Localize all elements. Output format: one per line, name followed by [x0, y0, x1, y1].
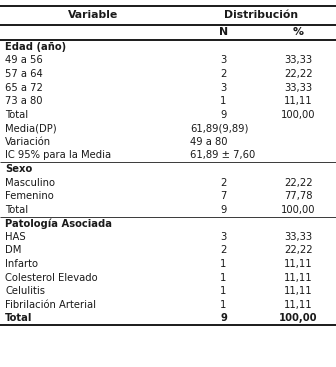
Text: 11,11: 11,11 — [284, 300, 312, 310]
Text: 1: 1 — [220, 96, 226, 106]
Text: 61,89 ± 7,60: 61,89 ± 7,60 — [190, 150, 255, 160]
Text: 100,00: 100,00 — [281, 110, 316, 120]
Text: IC 95% para la Media: IC 95% para la Media — [5, 150, 111, 160]
Text: 9: 9 — [220, 205, 226, 215]
Text: N: N — [219, 27, 228, 37]
Text: Total: Total — [5, 110, 28, 120]
Text: Variación: Variación — [5, 137, 51, 147]
Text: 33,33: 33,33 — [284, 83, 312, 92]
Text: 100,00: 100,00 — [281, 205, 316, 215]
Text: Femenino: Femenino — [5, 191, 54, 201]
Text: 11,11: 11,11 — [284, 286, 312, 296]
Text: 11,11: 11,11 — [284, 273, 312, 283]
Text: 1: 1 — [220, 259, 226, 269]
Text: 3: 3 — [220, 55, 226, 65]
Text: 100,00: 100,00 — [279, 313, 318, 323]
Text: Masculino: Masculino — [5, 178, 55, 188]
Text: Total: Total — [5, 205, 28, 215]
Text: 33,33: 33,33 — [284, 55, 312, 65]
Text: 9: 9 — [220, 110, 226, 120]
Text: Celulitis: Celulitis — [5, 286, 45, 296]
Text: 49 a 56: 49 a 56 — [5, 55, 43, 65]
Text: 33,33: 33,33 — [284, 232, 312, 242]
Text: Variable: Variable — [68, 10, 118, 20]
Text: 65 a 72: 65 a 72 — [5, 83, 43, 92]
Text: 2: 2 — [220, 246, 226, 255]
Text: HAS: HAS — [5, 232, 26, 242]
Text: Distribución: Distribución — [224, 10, 298, 20]
Text: 3: 3 — [220, 83, 226, 92]
Text: 2: 2 — [220, 69, 226, 79]
Text: 73 a 80: 73 a 80 — [5, 96, 43, 106]
Text: 49 a 80: 49 a 80 — [190, 137, 227, 147]
Text: %: % — [293, 27, 304, 37]
Text: Infarto: Infarto — [5, 259, 38, 269]
Text: 11,11: 11,11 — [284, 259, 312, 269]
Text: 22,22: 22,22 — [284, 246, 312, 255]
Text: 1: 1 — [220, 300, 226, 310]
Text: 7: 7 — [220, 191, 226, 201]
Text: Media(DP): Media(DP) — [5, 123, 57, 133]
Text: 9: 9 — [220, 313, 227, 323]
Text: DM: DM — [5, 246, 22, 255]
Text: 22,22: 22,22 — [284, 69, 312, 79]
Text: Patología Asociada: Patología Asociada — [5, 218, 112, 229]
Text: 11,11: 11,11 — [284, 96, 312, 106]
Text: 1: 1 — [220, 273, 226, 283]
Text: Colesterol Elevado: Colesterol Elevado — [5, 273, 98, 283]
Text: 1: 1 — [220, 286, 226, 296]
Text: Total: Total — [5, 313, 32, 323]
Text: Fibrilación Arterial: Fibrilación Arterial — [5, 300, 96, 310]
Text: Sexo: Sexo — [5, 164, 32, 174]
Text: 77,78: 77,78 — [284, 191, 312, 201]
Text: 22,22: 22,22 — [284, 178, 312, 188]
Text: Edad (año): Edad (año) — [5, 42, 66, 52]
Text: 57 a 64: 57 a 64 — [5, 69, 43, 79]
Text: 61,89(9,89): 61,89(9,89) — [190, 123, 248, 133]
Text: 2: 2 — [220, 178, 226, 188]
Text: 3: 3 — [220, 232, 226, 242]
